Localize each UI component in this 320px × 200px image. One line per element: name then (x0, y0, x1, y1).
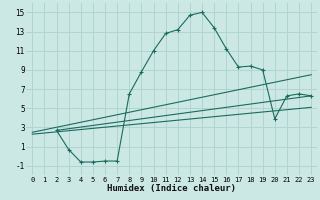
X-axis label: Humidex (Indice chaleur): Humidex (Indice chaleur) (107, 184, 236, 193)
